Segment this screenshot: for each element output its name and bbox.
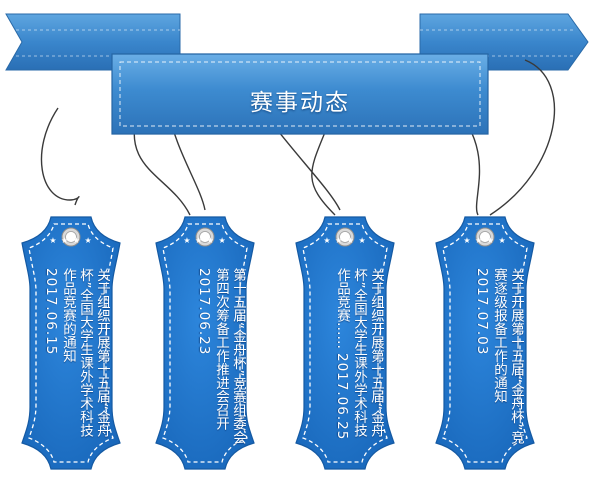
- news-date: 2017.06.23: [196, 268, 212, 356]
- news-title: 关于组织开展第十五届“金舟杯”全国大学生课外学术科技作品竞赛的通知: [60, 268, 110, 437]
- news-date: 2017.06.15: [43, 268, 59, 356]
- news-tag-4[interactable]: 关于开展第十五届“金舟杯”竞赛逐级报备工作的通知 2017.07.03: [454, 268, 524, 448]
- banner-title: 赛事动态: [250, 90, 350, 116]
- star-row-icon: ★ ★ ★ ★: [463, 236, 507, 245]
- news-title: 关于开展第十五届“金舟杯”竞赛逐级报备工作的通知: [491, 268, 524, 444]
- news-date: 2017.07.03: [474, 268, 490, 356]
- star-row-icon: ★ ★ ★ ★: [323, 236, 367, 245]
- news-date: 2017.06.25: [334, 353, 350, 441]
- news-title: 第十五届“金舟杯”竞赛组委会 第四次筹备工作推进会召开: [213, 268, 246, 444]
- news-tag-2[interactable]: 第十五届“金舟杯”竞赛组委会 第四次筹备工作推进会召开 2017.06.23: [176, 268, 246, 448]
- star-row-icon: ★ ★ ★ ★: [183, 236, 227, 245]
- news-title: 关于组织开展第十五届“金舟杯”全国大学生课外学术科技作品竞赛……: [334, 268, 384, 437]
- news-tag-1[interactable]: 关于组织开展第十五届“金舟杯”全国大学生课外学术科技作品竞赛的通知 2017.0…: [40, 268, 110, 448]
- star-row-icon: ★ ★ ★ ★: [49, 236, 93, 245]
- news-tag-3[interactable]: 关于组织开展第十五届“金舟杯”全国大学生课外学术科技作品竞赛…… 2017.06…: [314, 268, 384, 448]
